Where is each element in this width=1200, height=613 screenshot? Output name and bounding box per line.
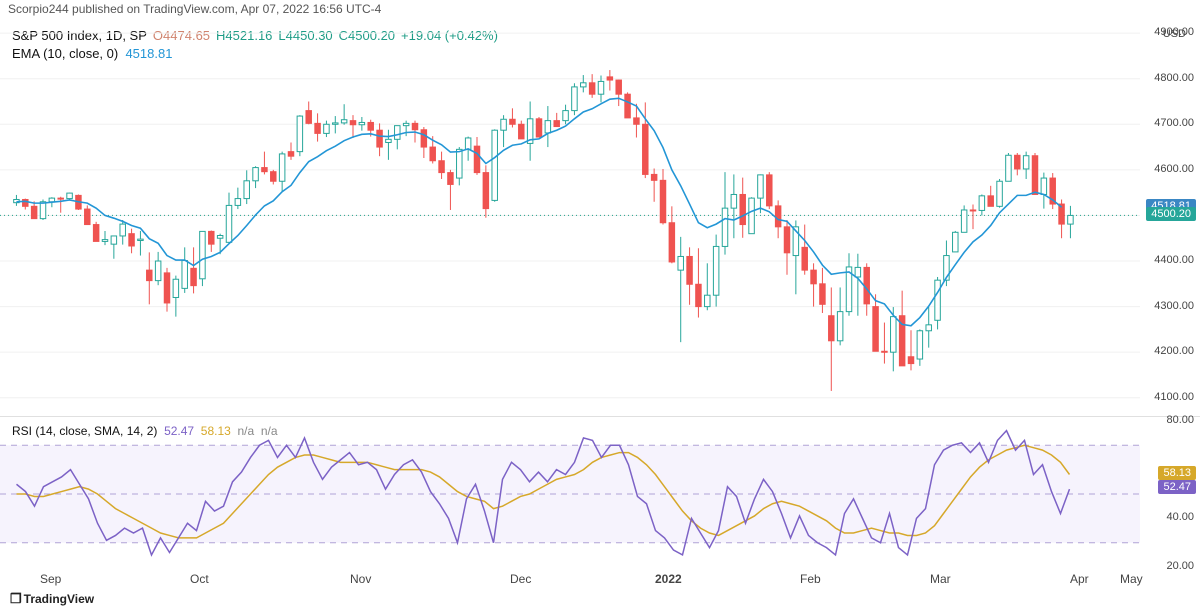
publish-header: Scorpio244 published on TradingView.com,… [8,2,381,16]
y-tick: 4700.00 [1154,117,1194,129]
x-tick: May [1120,572,1143,586]
y-tick: 4200.00 [1154,345,1194,357]
y-tick: 4800.00 [1154,72,1194,84]
x-tick: Sep [40,572,61,586]
x-tick: Apr [1070,572,1089,586]
rsi-y-tick: 40.00 [1166,511,1194,523]
rsi-y-tick: 80.00 [1166,414,1194,426]
x-tick: Mar [930,572,951,586]
time-x-axis: Sep Oct Nov Dec 2022 Feb Mar Apr May [0,572,1140,596]
price-chart[interactable] [0,24,1140,416]
rsi-y-axis: 20.00 40.00 80.00 [1140,416,1200,572]
x-tick: Oct [190,572,209,586]
y-tick: 4400.00 [1154,254,1194,266]
rsi-tag: 58.13 [1158,466,1196,480]
price-tag: 4500.20 [1146,207,1196,221]
tradingview-logo: ❒TradingView [10,591,94,607]
x-tick: Nov [350,572,371,586]
y-tick: 4100.00 [1154,391,1194,403]
rsi-indicator-label: RSI (14, close, SMA, 14, 2) 52.47 58.13 … [12,424,278,438]
rsi-tag: 52.47 [1158,480,1196,494]
y-tick: 4600.00 [1154,163,1194,175]
rsi-chart[interactable] [0,416,1140,572]
y-tick: 4300.00 [1154,300,1194,312]
x-tick: Feb [800,572,821,586]
x-tick: Dec [510,572,531,586]
y-tick: 4900.00 [1154,26,1194,38]
rsi-y-tick: 20.00 [1166,560,1194,572]
x-tick: 2022 [655,572,682,586]
